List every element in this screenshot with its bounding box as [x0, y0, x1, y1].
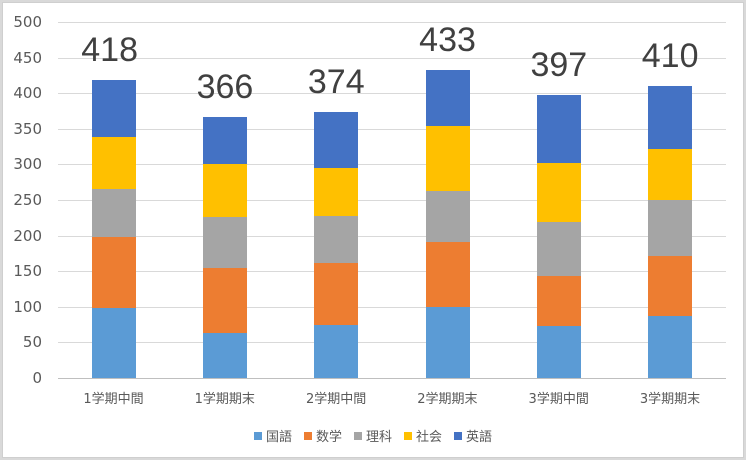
bar-segment	[314, 167, 359, 217]
bar-segment	[648, 256, 693, 317]
x-tick-label: 3学期中間	[528, 392, 589, 407]
total-label: 418	[81, 31, 138, 70]
y-tick-label: 450	[13, 49, 42, 67]
gridline	[58, 378, 726, 379]
total-label: 410	[641, 37, 699, 76]
y-tick-label: 50	[22, 333, 42, 351]
bar-segment	[648, 149, 693, 200]
y-tick-label: 100	[13, 298, 42, 316]
legend-swatch-icon	[303, 431, 312, 440]
gridline	[58, 236, 726, 237]
bar-segment	[91, 136, 136, 190]
bar-segment	[91, 189, 136, 238]
legend-item: 国語	[253, 426, 292, 445]
bar-segment	[202, 117, 247, 165]
bar-segment	[536, 276, 581, 326]
bar-segment	[648, 200, 693, 257]
bar-segment	[314, 216, 359, 264]
total-label: 433	[419, 20, 476, 59]
gridline	[58, 271, 726, 272]
bar-segment	[425, 69, 470, 126]
legend-swatch-icon	[353, 431, 362, 440]
bar-segment	[425, 190, 470, 242]
bar-segment	[202, 217, 247, 269]
y-tick-label: 0	[32, 369, 42, 387]
bar-segment	[202, 268, 247, 334]
bar-segment	[202, 164, 247, 218]
gridline	[58, 200, 726, 201]
bar-segment	[314, 263, 359, 326]
stacked-bar	[648, 0, 693, 460]
bar-segment	[425, 125, 470, 191]
bar-segment	[91, 237, 136, 309]
stacked-bar	[202, 0, 247, 460]
total-label: 374	[307, 62, 365, 101]
total-label: 366	[196, 68, 254, 107]
bar-segment	[425, 306, 470, 378]
stacked-bar	[91, 0, 136, 460]
x-tick-label: 2学期期末	[417, 392, 478, 407]
gridline	[58, 164, 726, 165]
bar-segment	[91, 308, 136, 378]
bar-segment	[536, 162, 581, 223]
bar-segment	[314, 325, 359, 378]
legend-swatch-icon	[404, 431, 412, 440]
bar-segment	[425, 242, 470, 307]
x-tick-label: 1学期期末	[194, 392, 255, 407]
legend-swatch-icon	[454, 431, 463, 440]
bar-segment	[202, 333, 247, 378]
stacked-bar	[425, 0, 470, 460]
gridline	[58, 93, 726, 94]
bar-segment	[536, 95, 581, 163]
gridline	[58, 58, 726, 59]
bar-segment	[91, 80, 136, 137]
bar-segment	[648, 86, 693, 150]
legend-item: 数学	[303, 426, 342, 445]
bar-segment	[536, 222, 581, 277]
x-tick-label: 2学期中間	[305, 392, 367, 407]
y-tick-label: 200	[13, 227, 42, 245]
stacked-bar	[536, 0, 581, 460]
legend-label: 数学	[315, 430, 342, 445]
y-tick-label: 350	[13, 120, 42, 138]
y-tick-label: 150	[13, 262, 42, 280]
y-tick-label: 500	[13, 13, 42, 31]
legend-item: 英語	[454, 426, 492, 445]
legend-swatch-icon	[253, 431, 262, 440]
gridline	[58, 22, 726, 23]
gridline	[58, 129, 726, 130]
bar-segment	[648, 316, 693, 378]
total-label: 397	[530, 46, 588, 85]
legend-label: 理科	[365, 430, 392, 445]
y-tick-label: 300	[13, 155, 42, 173]
x-tick-label: 1学期中間	[83, 392, 144, 407]
legend-item: 理科	[353, 426, 392, 445]
y-tick-label: 400	[13, 84, 42, 102]
legend: 国語 数学 理科 社会 英語	[0, 426, 746, 445]
bar-segment	[314, 111, 359, 168]
y-tick-label: 250	[13, 191, 42, 209]
stacked-bar	[314, 0, 359, 460]
gridline	[58, 307, 726, 308]
bar-segment	[536, 326, 581, 378]
legend-label: 社会	[416, 430, 443, 445]
x-tick-label: 3学期期末	[639, 392, 701, 407]
legend-label: 英語	[466, 430, 493, 445]
legend-label: 国語	[265, 430, 292, 445]
legend-item: 社会	[404, 426, 442, 445]
gridline	[58, 342, 726, 343]
